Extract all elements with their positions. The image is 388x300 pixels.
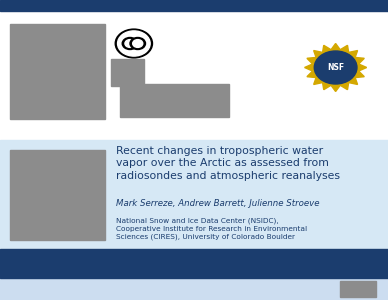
Bar (0, 0, 388, 11)
Bar (0, 278, 388, 300)
Text: Recent changes in tropospheric water
vapor over the Arctic as assessed from
radi: Recent changes in tropospheric water vap… (116, 146, 340, 181)
Polygon shape (305, 44, 367, 92)
Bar (111, 58, 144, 85)
Text: National Snow and Ice Data Center (NSIDC),
Cooperative Institute for Research in: National Snow and Ice Data Center (NSIDC… (116, 218, 308, 239)
Bar (0, 140, 388, 249)
Bar (0, 11, 388, 140)
Circle shape (115, 29, 152, 58)
Bar (340, 280, 376, 297)
Circle shape (122, 38, 138, 50)
Text: Mark Serreze, Andrew Barrett, Julienne Stroeve: Mark Serreze, Andrew Barrett, Julienne S… (116, 200, 320, 208)
Circle shape (118, 31, 150, 56)
Circle shape (314, 51, 357, 84)
Circle shape (125, 40, 135, 47)
Bar (120, 84, 229, 117)
Bar (10, 150, 105, 240)
Bar (0, 249, 388, 278)
Text: NSF: NSF (327, 63, 344, 72)
Bar (10, 24, 105, 118)
Circle shape (133, 40, 143, 47)
Circle shape (130, 38, 146, 50)
